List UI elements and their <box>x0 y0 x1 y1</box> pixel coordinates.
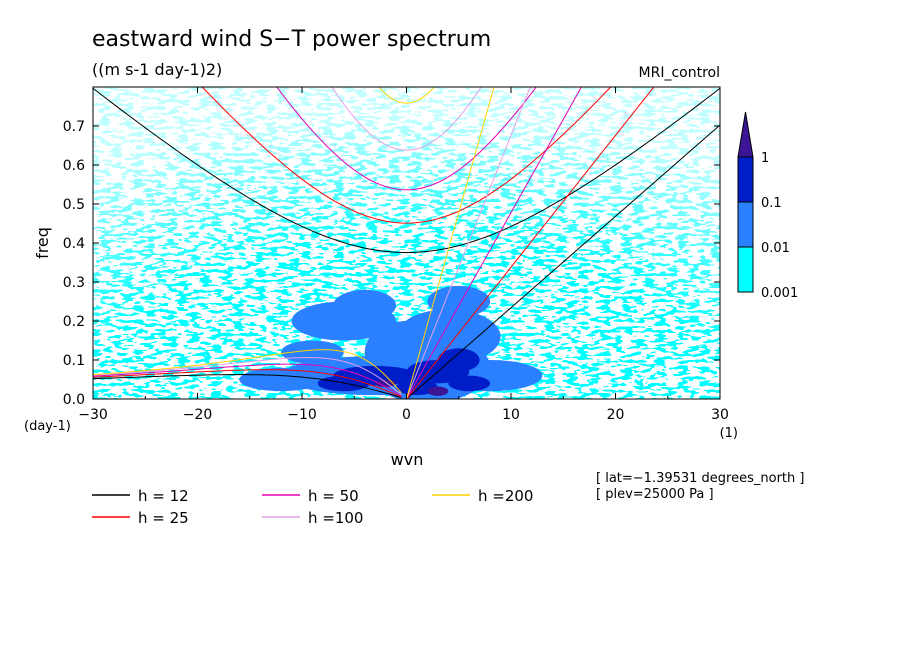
legend-label: h =100 <box>308 509 363 527</box>
x-tick-label: −30 <box>78 407 108 423</box>
dispersion-curve-h50-gravity <box>276 87 537 191</box>
dispersion-curve-h12-rossby <box>93 374 402 398</box>
x-axis-ticks: −30 −20 −10 0 10 20 30 <box>78 87 729 423</box>
contour-region-max <box>427 386 449 396</box>
dispersion-curve-h12-kelvin <box>406 124 720 399</box>
legend-label: h = 25 <box>138 509 189 527</box>
legend-label: h = 12 <box>138 487 189 505</box>
plev-annotation: [ plev=25000 Pa ] <box>596 487 714 502</box>
colorbar-segment <box>737 156 754 203</box>
colorbar-label: 0.1 <box>761 196 782 211</box>
legend-label: h = 50 <box>308 487 359 505</box>
colorbar-segment <box>737 201 754 248</box>
dispersion-curve-h50-kelvin <box>406 87 582 399</box>
x-tick-label: 20 <box>607 407 625 423</box>
model-label: MRI_control <box>639 65 720 81</box>
colorbar-arrow <box>737 111 754 158</box>
x-tick-label: −10 <box>287 407 317 423</box>
x-unit-label: (1) <box>720 426 738 441</box>
x-tick-label: 10 <box>502 407 520 423</box>
colorbar-label: 0.01 <box>761 241 790 256</box>
y-tick-label: 0.5 <box>63 197 85 213</box>
legend-label: h =200 <box>478 487 533 505</box>
contour-region-high <box>437 348 480 372</box>
dispersion-curve-h25-kelvin <box>406 87 655 399</box>
legend: h = 12 h = 25 h = 50 h =100 h =200 <box>92 487 533 527</box>
colorbar-label: 1 <box>761 151 769 166</box>
y-tick-label: 0.1 <box>63 353 85 369</box>
x-tick-label: −20 <box>183 407 213 423</box>
y-tick-label: 0.2 <box>63 314 85 330</box>
x-axis-label: wvn <box>391 450 424 469</box>
dispersion-curve-h12-gravity <box>93 87 720 254</box>
contour-region-mid <box>333 289 397 321</box>
dispersion-curve-h200-kelvin <box>406 87 495 399</box>
colorbar-label: 0.001 <box>761 286 798 301</box>
contour-region-high <box>448 375 491 392</box>
plot-area <box>93 87 720 399</box>
contour-region-mid <box>239 367 323 392</box>
dispersion-curve-h50-rossby <box>93 363 402 397</box>
latitude-annotation: [ lat=−1.39531 degrees_north ] <box>596 471 804 486</box>
chart-title: eastward wind S−T power spectrum <box>92 27 491 52</box>
y-axis-label: freq <box>33 227 52 259</box>
y-unit-label: (day-1) <box>24 419 71 434</box>
dispersion-curve-h100-rossby <box>93 356 402 395</box>
y-tick-label: 0.3 <box>63 275 85 291</box>
x-tick-label: 30 <box>711 407 729 423</box>
colorbar: 0.001 0.01 0.1 1 <box>737 111 798 301</box>
chart-units: ((m s-1 day-1)2) <box>92 60 222 79</box>
contour-region-mid <box>427 285 491 318</box>
dispersion-curves <box>93 87 720 399</box>
x-tick-label: 0 <box>402 407 411 423</box>
y-tick-label: 0.0 <box>63 392 85 408</box>
dispersion-curve-h100-gravity <box>331 87 482 151</box>
dispersion-curve-h200-gravity <box>378 87 435 104</box>
y-tick-label: 0.4 <box>63 236 85 252</box>
colorbar-segment <box>737 246 754 293</box>
dispersion-curve-h100-kelvin <box>406 87 531 399</box>
y-axis-ticks: 0.0 0.1 0.2 0.3 0.4 0.5 0.6 0.7 <box>63 119 720 408</box>
y-tick-label: 0.6 <box>63 158 85 174</box>
dispersion-curve-h200-rossby <box>93 349 402 394</box>
dispersion-curve-h25-rossby <box>93 369 402 398</box>
y-tick-label: 0.7 <box>63 119 85 135</box>
dispersion-curve-h25-gravity <box>201 87 612 224</box>
